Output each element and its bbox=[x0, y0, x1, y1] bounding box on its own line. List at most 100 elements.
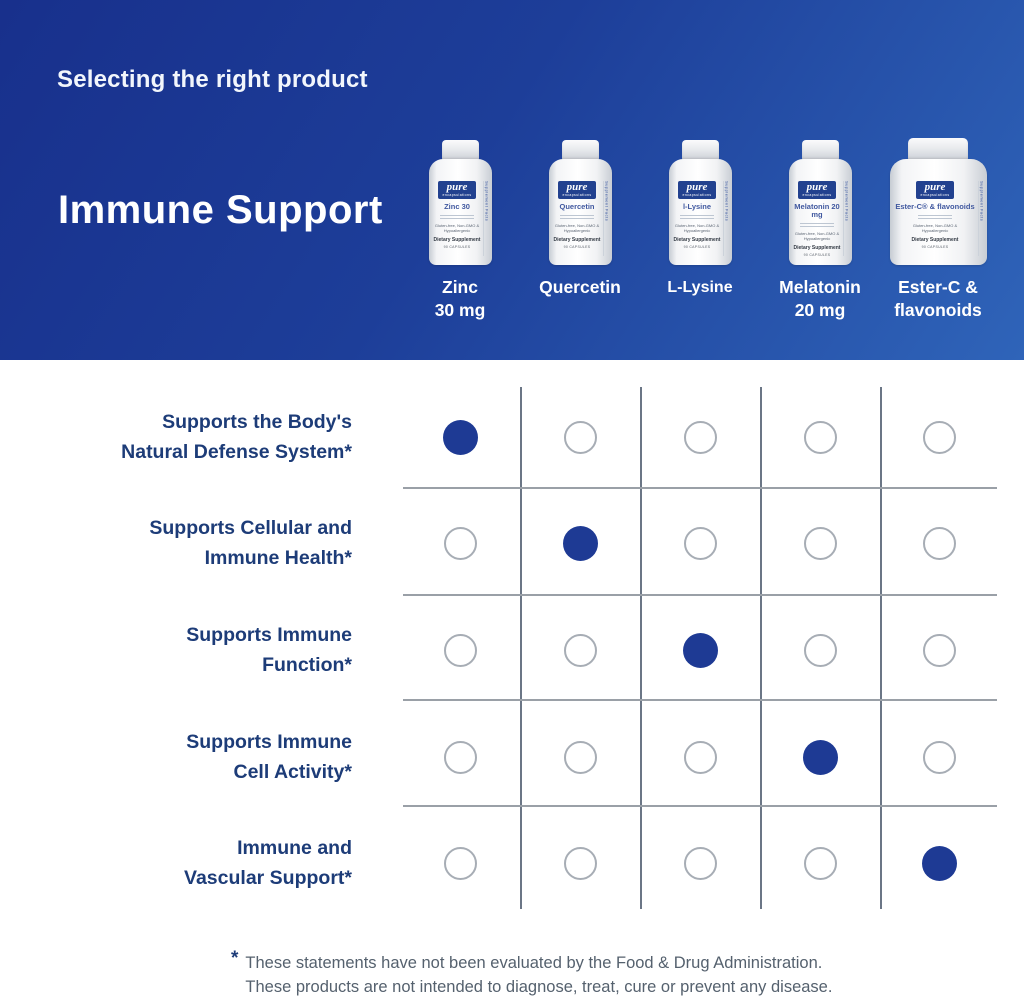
label-supplement-facts-vertical: Supplement Facts bbox=[482, 181, 490, 256]
bottle-cap-image bbox=[441, 140, 479, 160]
benefit-dot-empty bbox=[683, 420, 717, 454]
benefit-row-label-line: Function* bbox=[262, 654, 352, 676]
benefit-dot-empty bbox=[803, 633, 837, 667]
product-name-line: 30 mg bbox=[434, 300, 486, 320]
benefit-row-label-line: Supports the Body's bbox=[162, 411, 352, 433]
product-bottle-image: pure encapsulations Zinc 30 Gluten-free, No… bbox=[428, 138, 492, 265]
label-fine-print-decor bbox=[800, 221, 834, 227]
product-bottle-image: pure encapsulations Quercetin Gluten-free, … bbox=[548, 138, 612, 265]
brand-logo: pure encapsulations bbox=[797, 181, 837, 199]
bottle-label-product-name: Quercetin bbox=[559, 202, 595, 211]
benefit-dot-empty bbox=[683, 526, 717, 560]
label-capsules-text: 90 CAPSULES bbox=[443, 245, 471, 249]
product-name: Quercetin bbox=[539, 276, 621, 299]
hero-subtitle: Selecting the right product bbox=[57, 66, 368, 93]
label-fine-print-decor bbox=[440, 213, 474, 219]
label-fine-print-decor bbox=[680, 213, 714, 219]
label-dietary-supplement-text: Dietary Supplement bbox=[673, 237, 721, 243]
benefit-row-label: Supports Immune Function* bbox=[12, 620, 352, 680]
grid-horizontal-line bbox=[403, 805, 997, 807]
bottle-label: pure encapsulations Melatonin 20 mg Gluten-… bbox=[793, 179, 842, 258]
brand-subname-text: encapsulations bbox=[802, 193, 832, 197]
product-name: Ester-C & flavonoids bbox=[894, 276, 982, 322]
product-name-line: Quercetin bbox=[539, 277, 621, 297]
bottle-cap-image bbox=[561, 140, 599, 160]
benefit-row-label-line: Supports Immune bbox=[186, 624, 352, 646]
bottle-cap-image bbox=[681, 140, 719, 160]
benefit-row-label-line: Cell Activity* bbox=[233, 761, 353, 783]
product-name-line: Zinc bbox=[442, 277, 478, 297]
label-supplement-facts-vertical: Supplement Facts bbox=[842, 181, 850, 256]
grid-vertical-line bbox=[640, 387, 642, 909]
bottle-cap-image bbox=[801, 140, 839, 160]
brand-logo: pure encapsulations bbox=[677, 181, 717, 199]
product-name-line: L-Lysine bbox=[667, 279, 733, 296]
label-capsules-text: 90 CAPSULES bbox=[803, 253, 831, 257]
footnote: * These statements have not been evaluat… bbox=[231, 948, 832, 999]
benefit-dot-empty bbox=[563, 846, 597, 880]
product-column: pure encapsulations Melatonin 20 mg Gluten-… bbox=[760, 138, 880, 322]
benefit-dot-empty bbox=[443, 740, 477, 774]
benefit-dot-empty bbox=[922, 633, 956, 667]
label-dietary-supplement-text: Dietary Supplement bbox=[793, 245, 841, 251]
grid-horizontal-line bbox=[403, 594, 997, 596]
brand-subname-text: encapsulations bbox=[442, 193, 472, 197]
bottle-label: pure encapsulations Ester-C® & flavonoids G… bbox=[894, 179, 977, 258]
label-dietary-supplement-text: Dietary Supplement bbox=[433, 237, 481, 243]
bottle-body-image: pure encapsulations l-Lysine Gluten-free, N… bbox=[668, 159, 732, 265]
footnote-line: These products are not intended to diagn… bbox=[245, 978, 833, 996]
label-fine-print-decor bbox=[560, 213, 594, 219]
product-name: Melatonin 20 mg bbox=[779, 276, 861, 322]
label-supplement-facts-vertical: Supplement Facts bbox=[602, 181, 610, 256]
label-capsules-text: 90 CAPSULES bbox=[563, 245, 591, 249]
benefit-row-label: Immune and Vascular Support* bbox=[12, 833, 352, 893]
brand-name-text: pure bbox=[566, 181, 588, 193]
footnote-lines: These statements have not been evaluated… bbox=[245, 951, 832, 999]
bottle-body-image: pure encapsulations Quercetin Gluten-free, … bbox=[548, 159, 612, 265]
grid-vertical-line bbox=[760, 387, 762, 909]
benefit-dot-empty bbox=[922, 420, 956, 454]
benefit-row-label-line: Immune and bbox=[237, 837, 352, 859]
product-column: pure encapsulations l-Lysine Gluten-free, N… bbox=[640, 138, 760, 322]
benefit-dot-filled bbox=[921, 845, 957, 881]
bottle-body-image: pure encapsulations Zinc 30 Gluten-free, No… bbox=[428, 159, 492, 265]
brand-name-text: pure bbox=[806, 181, 828, 193]
benefit-dot-filled bbox=[802, 739, 838, 775]
brand-logo: pure encapsulations bbox=[557, 181, 597, 199]
bottle-body-image: pure encapsulations Melatonin 20 mg Gluten-… bbox=[788, 159, 852, 265]
benefit-dot-empty bbox=[803, 526, 837, 560]
brand-name-text: pure bbox=[686, 181, 708, 193]
benefit-dot-filled bbox=[562, 525, 598, 561]
label-capsules-text: 90 CAPSULES bbox=[921, 244, 949, 249]
benefit-dot-empty bbox=[683, 846, 717, 880]
benefit-dot-empty bbox=[443, 846, 477, 880]
benefit-dot-filled bbox=[442, 419, 478, 455]
product-name: Zinc 30 mg bbox=[435, 276, 486, 322]
bottle-label: pure encapsulations l-Lysine Gluten-free, N… bbox=[673, 179, 722, 258]
bottle-label: pure encapsulations Zinc 30 Gluten-free, No… bbox=[433, 179, 482, 258]
footnote-line: These statements have not been evaluated… bbox=[245, 954, 823, 972]
label-gluten-free-text: Gluten-free, Non-GMO & Hypoallergenic bbox=[554, 223, 600, 233]
label-gluten-free-text: Gluten-free, Non-GMO & Hypoallergenic bbox=[674, 223, 720, 233]
product-name-line: Ester-C & bbox=[898, 277, 978, 297]
page-title: Immune Support bbox=[58, 188, 383, 232]
label-gluten-free-text: Gluten-free, Non-GMO & Hypoallergenic bbox=[794, 231, 840, 241]
brand-subname-text: encapsulations bbox=[682, 193, 712, 197]
comparison-matrix: Supports the Body's Natural Defense Syste… bbox=[0, 360, 1024, 1003]
benefit-row-label-line: Immune Health* bbox=[204, 547, 352, 569]
product-column: pure encapsulations Zinc 30 Gluten-free, No… bbox=[400, 138, 520, 322]
label-gluten-free-text: Gluten-free, Non-GMO & Hypoallergenic bbox=[434, 223, 480, 233]
product-name: L-Lysine bbox=[667, 276, 732, 299]
bottle-label-product-name: Ester-C® & flavonoids bbox=[895, 201, 975, 211]
brand-logo: pure encapsulations bbox=[915, 180, 955, 199]
brand-name-text: pure bbox=[446, 181, 468, 193]
product-bottle-image: pure encapsulations Melatonin 20 mg Gluten-… bbox=[788, 138, 852, 265]
hero-banner: Selecting the right product Immune Suppo… bbox=[0, 0, 1024, 360]
benefit-row-label: Supports Cellular and Immune Health* bbox=[12, 513, 352, 573]
benefit-dot-empty bbox=[683, 740, 717, 774]
bottle-label-product-name: Zinc 30 bbox=[444, 202, 470, 211]
grid-vertical-line bbox=[880, 387, 882, 909]
benefit-row-label-line: Supports Immune bbox=[186, 731, 352, 753]
label-gluten-free-text: Gluten-free, Non-GMO & Hypoallergenic bbox=[912, 222, 958, 233]
